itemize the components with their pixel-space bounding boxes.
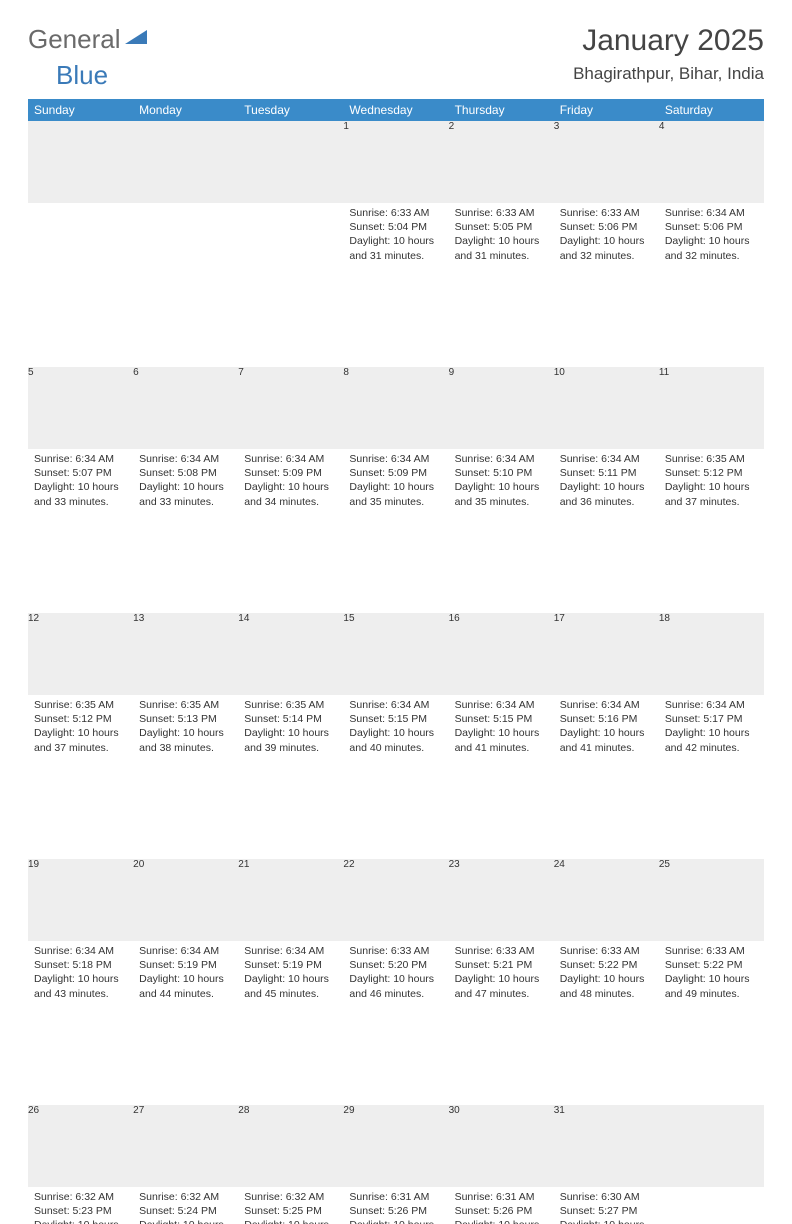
dow-header: Monday	[133, 99, 238, 121]
day-number-cell: 13	[133, 613, 238, 695]
dow-header-row: Sunday Monday Tuesday Wednesday Thursday…	[28, 99, 764, 121]
day-number-cell: 26	[28, 1105, 133, 1187]
week-separator	[28, 285, 764, 367]
dow-header: Thursday	[449, 99, 554, 121]
day-number-cell	[238, 121, 343, 203]
day-detail-cell: Sunrise: 6:34 AMSunset: 5:18 PMDaylight:…	[28, 941, 133, 1023]
day-number-cell: 9	[449, 367, 554, 449]
day-detail-cell: Sunrise: 6:34 AMSunset: 5:09 PMDaylight:…	[238, 449, 343, 531]
day-number-cell: 6	[133, 367, 238, 449]
location: Bhagirathpur, Bihar, India	[573, 64, 764, 84]
day-detail-cell: Sunrise: 6:34 AMSunset: 5:11 PMDaylight:…	[554, 449, 659, 531]
day-detail-cell: Sunrise: 6:35 AMSunset: 5:12 PMDaylight:…	[28, 695, 133, 777]
day-number-cell: 4	[659, 121, 764, 203]
day-detail-cell: Sunrise: 6:33 AMSunset: 5:20 PMDaylight:…	[343, 941, 448, 1023]
day-detail-cell: Sunrise: 6:34 AMSunset: 5:17 PMDaylight:…	[659, 695, 764, 777]
day-detail-cell	[659, 1187, 764, 1224]
day-number-cell: 5	[28, 367, 133, 449]
day-number-cell: 28	[238, 1105, 343, 1187]
day-detail-cell: Sunrise: 6:33 AMSunset: 5:06 PMDaylight:…	[554, 203, 659, 285]
day-detail-cell	[133, 203, 238, 285]
dow-header: Wednesday	[343, 99, 448, 121]
day-number-cell	[659, 1105, 764, 1187]
month-title: January 2025	[573, 24, 764, 58]
day-detail-cell: Sunrise: 6:35 AMSunset: 5:14 PMDaylight:…	[238, 695, 343, 777]
day-number-cell: 20	[133, 859, 238, 941]
day-number-cell: 14	[238, 613, 343, 695]
dow-header: Saturday	[659, 99, 764, 121]
day-detail-cell: Sunrise: 6:35 AMSunset: 5:13 PMDaylight:…	[133, 695, 238, 777]
day-number-cell: 18	[659, 613, 764, 695]
day-detail-cell: Sunrise: 6:30 AMSunset: 5:27 PMDaylight:…	[554, 1187, 659, 1224]
day-number-cell: 29	[343, 1105, 448, 1187]
day-detail-cell: Sunrise: 6:32 AMSunset: 5:24 PMDaylight:…	[133, 1187, 238, 1224]
day-number-cell: 21	[238, 859, 343, 941]
week-separator	[28, 1023, 764, 1105]
day-number-cell: 27	[133, 1105, 238, 1187]
brand-part1: General	[28, 24, 121, 55]
daynum-row: 567891011	[28, 367, 764, 449]
day-detail-cell: Sunrise: 6:33 AMSunset: 5:05 PMDaylight:…	[449, 203, 554, 285]
day-detail-cell: Sunrise: 6:34 AMSunset: 5:15 PMDaylight:…	[343, 695, 448, 777]
day-detail-cell: Sunrise: 6:32 AMSunset: 5:23 PMDaylight:…	[28, 1187, 133, 1224]
day-detail-cell: Sunrise: 6:33 AMSunset: 5:22 PMDaylight:…	[659, 941, 764, 1023]
day-number-cell: 30	[449, 1105, 554, 1187]
day-detail-cell: Sunrise: 6:34 AMSunset: 5:15 PMDaylight:…	[449, 695, 554, 777]
day-detail-cell: Sunrise: 6:33 AMSunset: 5:22 PMDaylight:…	[554, 941, 659, 1023]
day-number-cell: 10	[554, 367, 659, 449]
dow-header: Sunday	[28, 99, 133, 121]
daynum-row: 12131415161718	[28, 613, 764, 695]
daynum-row: 262728293031	[28, 1105, 764, 1187]
day-detail-row: Sunrise: 6:34 AMSunset: 5:18 PMDaylight:…	[28, 941, 764, 1023]
day-detail-cell: Sunrise: 6:34 AMSunset: 5:06 PMDaylight:…	[659, 203, 764, 285]
day-detail-cell: Sunrise: 6:31 AMSunset: 5:26 PMDaylight:…	[343, 1187, 448, 1224]
day-number-cell: 24	[554, 859, 659, 941]
day-number-cell: 19	[28, 859, 133, 941]
day-number-cell: 2	[449, 121, 554, 203]
day-number-cell: 1	[343, 121, 448, 203]
day-detail-cell: Sunrise: 6:35 AMSunset: 5:12 PMDaylight:…	[659, 449, 764, 531]
day-number-cell: 31	[554, 1105, 659, 1187]
day-detail-row: Sunrise: 6:34 AMSunset: 5:07 PMDaylight:…	[28, 449, 764, 531]
day-detail-row: Sunrise: 6:35 AMSunset: 5:12 PMDaylight:…	[28, 695, 764, 777]
day-number-cell: 7	[238, 367, 343, 449]
day-number-cell: 17	[554, 613, 659, 695]
calendar-table: Sunday Monday Tuesday Wednesday Thursday…	[28, 99, 764, 1224]
day-detail-cell: Sunrise: 6:34 AMSunset: 5:07 PMDaylight:…	[28, 449, 133, 531]
brand-logo: General	[28, 24, 149, 55]
day-number-cell: 25	[659, 859, 764, 941]
day-number-cell: 23	[449, 859, 554, 941]
day-detail-cell: Sunrise: 6:33 AMSunset: 5:04 PMDaylight:…	[343, 203, 448, 285]
day-detail-cell	[28, 203, 133, 285]
day-detail-cell: Sunrise: 6:34 AMSunset: 5:16 PMDaylight:…	[554, 695, 659, 777]
brand-part2: Blue	[56, 60, 108, 90]
dow-header: Tuesday	[238, 99, 343, 121]
day-number-cell: 3	[554, 121, 659, 203]
brand-triangle-icon	[125, 28, 147, 51]
daynum-row: 1234	[28, 121, 764, 203]
day-detail-row: Sunrise: 6:33 AMSunset: 5:04 PMDaylight:…	[28, 203, 764, 285]
day-detail-cell: Sunrise: 6:34 AMSunset: 5:19 PMDaylight:…	[238, 941, 343, 1023]
day-number-cell: 15	[343, 613, 448, 695]
day-detail-cell: Sunrise: 6:32 AMSunset: 5:25 PMDaylight:…	[238, 1187, 343, 1224]
week-separator	[28, 777, 764, 859]
day-number-cell: 11	[659, 367, 764, 449]
dow-header: Friday	[554, 99, 659, 121]
day-number-cell: 16	[449, 613, 554, 695]
day-detail-cell: Sunrise: 6:31 AMSunset: 5:26 PMDaylight:…	[449, 1187, 554, 1224]
daynum-row: 19202122232425	[28, 859, 764, 941]
day-number-cell	[133, 121, 238, 203]
day-detail-cell: Sunrise: 6:34 AMSunset: 5:09 PMDaylight:…	[343, 449, 448, 531]
day-number-cell: 8	[343, 367, 448, 449]
day-number-cell	[28, 121, 133, 203]
day-detail-cell: Sunrise: 6:34 AMSunset: 5:10 PMDaylight:…	[449, 449, 554, 531]
day-detail-cell	[238, 203, 343, 285]
week-separator	[28, 531, 764, 613]
day-detail-cell: Sunrise: 6:34 AMSunset: 5:08 PMDaylight:…	[133, 449, 238, 531]
day-number-cell: 22	[343, 859, 448, 941]
day-detail-cell: Sunrise: 6:33 AMSunset: 5:21 PMDaylight:…	[449, 941, 554, 1023]
day-detail-row: Sunrise: 6:32 AMSunset: 5:23 PMDaylight:…	[28, 1187, 764, 1224]
day-detail-cell: Sunrise: 6:34 AMSunset: 5:19 PMDaylight:…	[133, 941, 238, 1023]
day-number-cell: 12	[28, 613, 133, 695]
